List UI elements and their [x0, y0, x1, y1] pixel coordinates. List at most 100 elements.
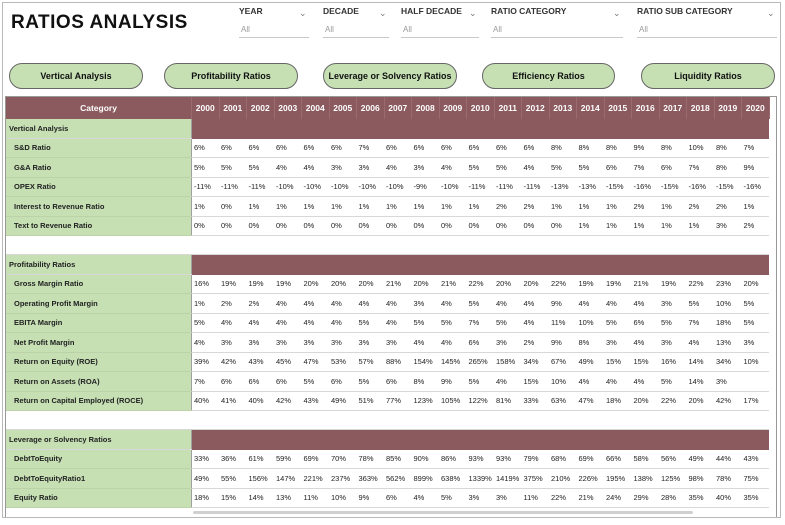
column-header-year[interactable]: 2011 — [494, 97, 522, 119]
column-header-category[interactable]: Category — [6, 97, 192, 119]
table-cell: 5% — [219, 157, 247, 178]
table-cell: 81% — [494, 391, 522, 411]
nav-button-vertical-analysis[interactable]: Vertical Analysis — [9, 63, 143, 89]
filter-value[interactable]: All — [325, 25, 334, 34]
table-cell: 6% — [466, 138, 494, 158]
table-row: DebtToEquity 33% 36% 61% 59% 69% 70% 78% 85% 90% 8… — [6, 449, 769, 469]
row-label: Interest to Revenue Ratio — [6, 196, 192, 217]
table-cell: 11% — [521, 488, 549, 508]
table-cell: 0% — [246, 216, 274, 236]
filter-half-decade[interactable]: HALF DECADE ⌄ All — [401, 6, 479, 38]
nav-button-profitability-ratios[interactable]: Profitability Ratios — [164, 63, 298, 89]
filter-decade[interactable]: DECADE ⌄ All — [323, 6, 389, 38]
table-cell: 36% — [219, 449, 247, 469]
table-cell: 40% — [714, 488, 742, 508]
chevron-down-icon[interactable]: ⌄ — [613, 8, 621, 18]
table-cell: 8% — [411, 371, 439, 392]
table-cell: 5% — [411, 313, 439, 333]
filter-ratio-category[interactable]: RATIO CATEGORY ⌄ All — [491, 6, 623, 38]
table-cell: 5% — [494, 313, 522, 333]
column-header-year[interactable]: 2008 — [411, 97, 440, 119]
filter-value[interactable]: All — [639, 25, 648, 34]
section-row: Leverage or Solvency Ratios — [6, 429, 769, 450]
table-cell: 20% — [521, 274, 549, 294]
column-header-year[interactable]: 2015 — [604, 97, 632, 119]
table-cell: 6% — [274, 138, 302, 158]
table-cell: 3% — [466, 488, 494, 508]
column-header-year[interactable]: 2019 — [714, 97, 742, 119]
table-cell: 221% — [301, 468, 329, 489]
column-header-year[interactable]: 2002 — [246, 97, 275, 119]
chevron-down-icon[interactable]: ⌄ — [767, 8, 775, 18]
filter-year[interactable]: YEAR ⌄ All — [239, 6, 309, 38]
table-cell: 68% — [549, 449, 577, 469]
table-cell: 4% — [274, 313, 302, 333]
column-header-year[interactable]: 2000 — [191, 97, 220, 119]
table-cell: 5% — [439, 488, 467, 508]
table-cell: -11% — [521, 177, 549, 197]
table-cell: 9% — [549, 293, 577, 314]
chevron-down-icon[interactable]: ⌄ — [379, 8, 387, 18]
table-cell: 5% — [466, 157, 494, 178]
table-cell: -10% — [329, 177, 357, 197]
filter-label: DECADE — [323, 6, 359, 16]
column-header-year[interactable]: 2005 — [329, 97, 357, 119]
table-cell: 6% — [466, 332, 494, 353]
table-cell: 6% — [384, 371, 412, 392]
table-cell: 1% — [411, 196, 439, 217]
ratios-table-container[interactable]: Category 2000 2001 2002 2003 2004 2005 2006 2007… — [5, 96, 777, 517]
chevron-down-icon[interactable]: ⌄ — [469, 8, 477, 18]
column-header-year[interactable]: 2012 — [521, 97, 550, 119]
column-header-year[interactable]: 2007 — [384, 97, 412, 119]
table-cell: 10% — [549, 371, 577, 392]
column-header-year[interactable]: 2013 — [549, 97, 577, 119]
column-header-year[interactable]: 2001 — [219, 97, 247, 119]
horizontal-scrollbar[interactable] — [193, 511, 693, 514]
table-cell: 21% — [439, 274, 467, 294]
table-cell: 1% — [274, 196, 302, 217]
column-header-year[interactable]: 2009 — [439, 97, 467, 119]
column-header-year[interactable]: 2017 — [659, 97, 687, 119]
table-cell: 5% — [356, 371, 384, 392]
nav-button-liquidity-ratios[interactable]: Liquidity Ratios — [641, 63, 775, 89]
table-cell: 40% — [191, 391, 219, 411]
section-label: Profitability Ratios — [6, 254, 192, 275]
table-cell: 3% — [604, 332, 632, 353]
table-cell: 3% — [329, 157, 357, 178]
filter-value[interactable]: All — [241, 25, 250, 34]
table-cell: 5% — [466, 371, 494, 392]
table-row: Text to Revenue Ratio 0% 0% 0% 0% 0% 0% 0% 0% 0% 0… — [6, 216, 769, 236]
column-header-year[interactable]: 2020 — [741, 97, 770, 119]
column-header-year[interactable]: 2016 — [631, 97, 660, 119]
nav-button-leverage-or-solvency-ratios[interactable]: Leverage or Solvency Ratios — [323, 63, 457, 89]
filter-ratio-sub-category[interactable]: RATIO SUB CATEGORY ⌄ All — [637, 6, 777, 38]
table-row: Net Profit Margin 4% 3% 3% 3% 3% 3% 3% 3% 4% 4% 6% 3… — [6, 332, 769, 353]
table-cell: 2% — [521, 196, 549, 217]
table-cell: 5% — [741, 313, 769, 333]
table-cell: 0% — [274, 216, 302, 236]
column-header-year[interactable]: 2006 — [356, 97, 385, 119]
table-cell: 4% — [494, 293, 522, 314]
table-cell: 88% — [384, 352, 412, 372]
column-header-year[interactable]: 2018 — [686, 97, 715, 119]
column-header-year[interactable]: 2014 — [576, 97, 605, 119]
table-cell — [741, 371, 769, 392]
filter-value[interactable]: All — [403, 25, 412, 34]
chevron-down-icon[interactable]: ⌄ — [299, 8, 307, 18]
table-cell: 85% — [384, 449, 412, 469]
table-cell: 0% — [191, 216, 219, 236]
column-header-year[interactable]: 2004 — [301, 97, 330, 119]
filter-value[interactable]: All — [493, 25, 502, 34]
table-cell: 16% — [191, 274, 219, 294]
table-cell: -10% — [439, 177, 467, 197]
table-row: Operating Profit Margin 1% 2% 2% 4% 4% 4% 4% 4% 3… — [6, 293, 769, 314]
table-cell: 20% — [741, 274, 769, 294]
table-cell: 7% — [686, 157, 714, 178]
nav-button-efficiency-ratios[interactable]: Efficiency Ratios — [482, 63, 615, 89]
table-cell: 6% — [384, 488, 412, 508]
column-header-year[interactable]: 2003 — [274, 97, 302, 119]
row-label: Return on Capital Employed (ROCE) — [6, 391, 192, 411]
table-cell: 4% — [301, 157, 329, 178]
column-header-year[interactable]: 2010 — [466, 97, 495, 119]
filter-underline — [637, 37, 777, 38]
